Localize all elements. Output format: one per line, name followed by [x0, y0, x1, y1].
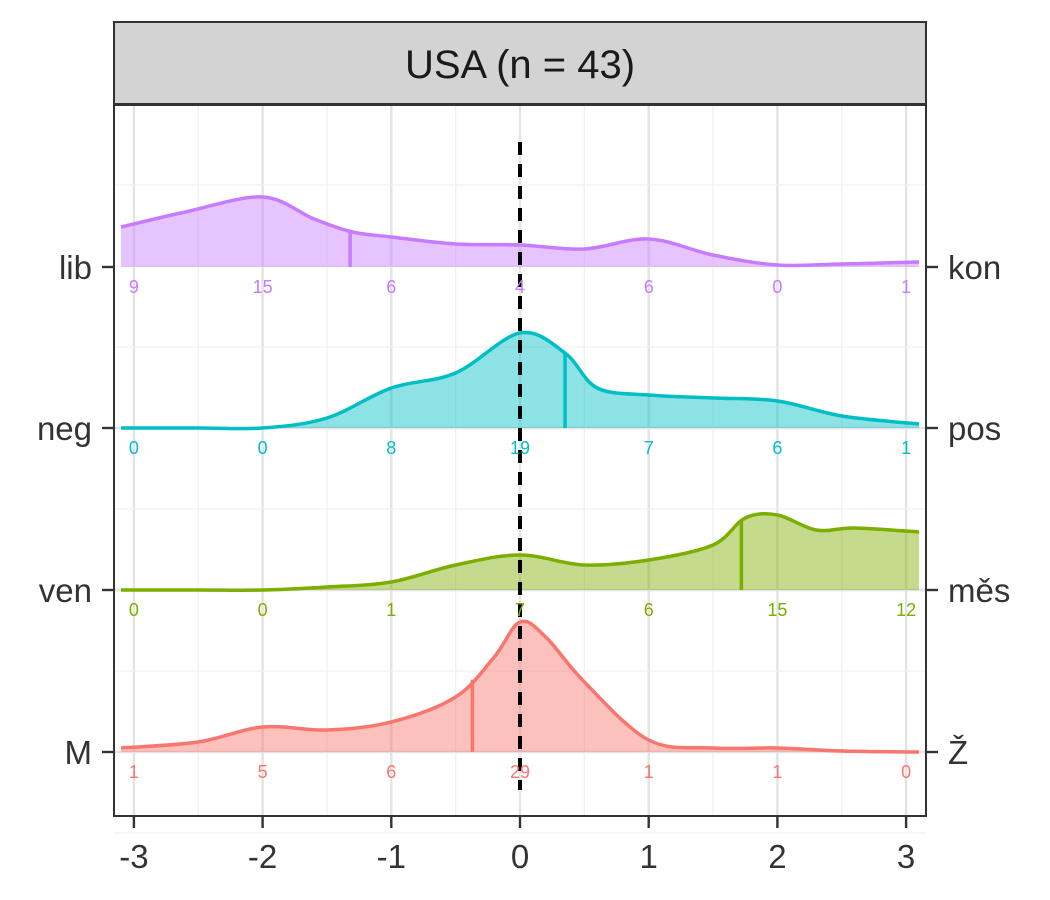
chart-title: USA (n = 43) — [405, 43, 635, 87]
count-label-lib-3: 4 — [515, 277, 525, 297]
count-label-ven-2: 1 — [386, 600, 396, 620]
x-tick-label-2: -1 — [377, 838, 406, 875]
density-area-neg — [121, 332, 919, 429]
y-label-left-neg: neg — [37, 410, 92, 447]
x-axis: -3 -2 -1 0 1 2 3 — [119, 816, 915, 875]
count-label-lib-5: 0 — [772, 277, 782, 297]
y-label-right-m: Ž — [948, 734, 968, 771]
y-label-left-lib: lib — [59, 249, 92, 286]
count-label-ven-6: 12 — [896, 600, 916, 620]
density-ridges — [120, 195, 920, 754]
density-line-lib — [120, 195, 920, 268]
y-label-left-ven: ven — [39, 572, 92, 609]
x-tick-label-5: 2 — [768, 838, 786, 875]
count-label-lib-6: 1 — [901, 277, 911, 297]
count-label-neg-3: 19 — [510, 438, 530, 458]
count-label-neg-6: 1 — [901, 438, 911, 458]
count-label-lib-0: 9 — [129, 277, 139, 297]
x-tick-label-1: -2 — [248, 838, 277, 875]
count-label-m-0: 1 — [129, 762, 139, 782]
count-label-ven-5: 15 — [767, 600, 787, 620]
density-area-m — [121, 621, 919, 752]
strip-background — [113, 21, 927, 105]
count-label-neg-0: 0 — [129, 438, 139, 458]
count-label-neg-2: 8 — [386, 438, 396, 458]
x-tick-label-3: 0 — [511, 838, 529, 875]
y-label-left-m: M — [65, 734, 93, 771]
count-label-m-3: 29 — [510, 762, 530, 782]
count-label-neg-4: 7 — [644, 438, 654, 458]
x-tick-label-6: 3 — [897, 838, 915, 875]
density-line-neg — [121, 330, 920, 431]
count-label-lib-4: 6 — [644, 277, 654, 297]
count-label-lib-1: 15 — [253, 277, 273, 297]
grid-lines — [114, 105, 926, 834]
density-area-ven — [121, 513, 919, 591]
count-label-m-4: 1 — [644, 762, 654, 782]
density-area-lib — [121, 196, 919, 267]
y-label-right-neg: pos — [948, 410, 1001, 447]
count-label-ven-3: 7 — [515, 600, 525, 620]
density-line-m — [120, 619, 920, 754]
count-label-m-5: 1 — [772, 762, 782, 782]
x-tick-label-4: 1 — [640, 838, 658, 875]
y-label-right-ven: měs — [948, 572, 1010, 609]
density-line-ven — [121, 512, 920, 592]
count-labels: 1 5 6 29 1 1 00 0 1 7 6 15 120 0 8 19 7 6 19 15 6 4 6 0 1 — [129, 277, 916, 782]
count-label-m-2: 6 — [386, 762, 396, 782]
count-label-lib-2: 6 — [386, 277, 396, 297]
y-label-right-lib: kon — [948, 249, 1001, 286]
count-label-m-6: 0 — [901, 762, 911, 782]
count-label-neg-1: 0 — [258, 438, 268, 458]
count-label-ven-0: 0 — [129, 600, 139, 620]
x-tick-label-0: -3 — [119, 838, 148, 875]
count-label-m-1: 5 — [258, 762, 268, 782]
count-label-ven-1: 0 — [258, 600, 268, 620]
count-label-neg-5: 6 — [772, 438, 782, 458]
count-label-ven-4: 6 — [644, 600, 654, 620]
